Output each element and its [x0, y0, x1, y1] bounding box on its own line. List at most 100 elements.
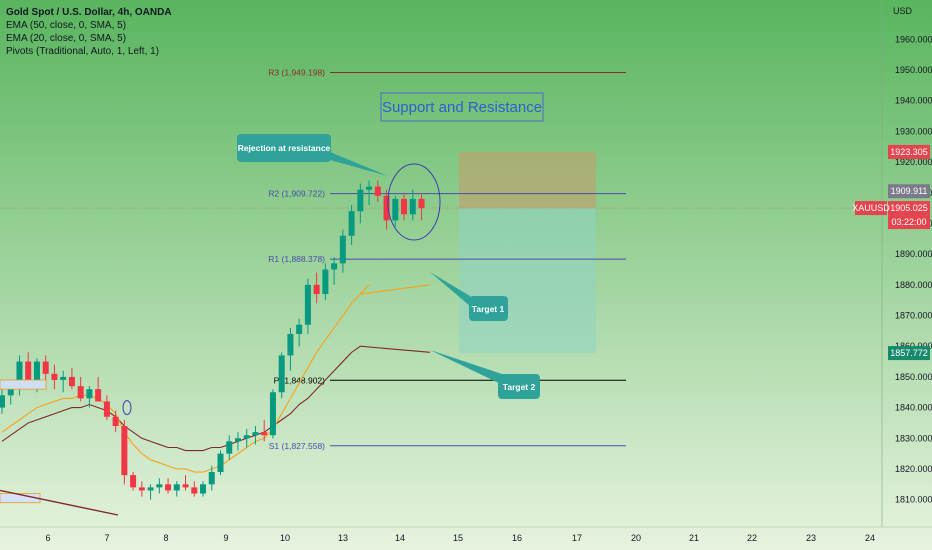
y-tick-label: 1920.000 [895, 157, 932, 167]
candle-body [339, 235, 346, 264]
pivot-label: R2 (1,909.722) [268, 189, 325, 199]
x-tick-label: 7 [104, 533, 109, 543]
x-tick-label: 8 [163, 533, 168, 543]
candle-body [191, 487, 198, 494]
target1-callout [469, 296, 508, 321]
candle-body [77, 386, 84, 399]
pivot-label: P (1,848.902) [274, 375, 326, 385]
candle-body [112, 416, 119, 427]
candle-body [418, 198, 425, 209]
countdown-tag-text: 03:22:00 [891, 217, 926, 227]
candle-body [156, 484, 163, 488]
title-box [380, 92, 544, 122]
x-tick-label: 22 [747, 533, 757, 543]
symbol-title[interactable]: Gold Spot / U.S. Dollar, 4h, OANDA [6, 7, 172, 18]
y-tick-label: 1940.000 [895, 96, 932, 106]
y-tick-label: 1890.000 [895, 249, 932, 259]
candle-body [252, 432, 259, 436]
candle-body [68, 376, 75, 387]
candle-body [392, 198, 399, 221]
candle-body [357, 189, 364, 212]
chart-legend: Gold Spot / U.S. Dollar, 4h, OANDA EMA (… [6, 6, 172, 58]
y-tick-label: 1870.000 [895, 311, 932, 321]
candle-body [331, 263, 338, 270]
profit-zone [459, 208, 596, 354]
candle-body [348, 211, 355, 236]
candle-body [130, 475, 137, 488]
x-tick-label: 13 [338, 533, 348, 543]
candle-body [173, 484, 180, 491]
x-tick-label: 20 [631, 533, 641, 543]
tp-price-tag [888, 144, 930, 159]
candle-body [16, 361, 23, 390]
x-tick-label: 17 [572, 533, 582, 543]
sl-price-tag [888, 346, 930, 361]
target2-callout [498, 374, 540, 399]
last-price-tag-text: 1905.025 [890, 203, 928, 213]
projection-line-ema50 [360, 345, 431, 353]
candle-body [409, 198, 416, 215]
rejection-callout [237, 134, 331, 162]
candle-body [313, 284, 320, 295]
y-tick-label: 1840.000 [895, 403, 932, 413]
tp-price-tag-text: 1923.305 [890, 147, 928, 157]
candle-body [95, 389, 102, 402]
candle-body [261, 432, 268, 436]
y-tick-label: 1850.000 [895, 372, 932, 382]
sl-price-tag-text: 1857.772 [890, 348, 928, 358]
x-tick-label: 21 [689, 533, 699, 543]
candle-body [287, 333, 294, 356]
candle-body [51, 373, 58, 380]
target1-callout-pointer [430, 272, 470, 306]
pivot-label: R1 (1,888.378) [268, 254, 325, 264]
r2-price-tag [888, 184, 930, 199]
candle-body [42, 361, 49, 374]
candle-body [7, 389, 14, 396]
r2-price-tag-text: 1909.911 [891, 186, 928, 196]
x-tick-label: 14 [395, 533, 405, 543]
ema20-legend[interactable]: EMA (20, close, 0, SMA, 5) [6, 33, 127, 44]
x-tick-label: 24 [865, 533, 875, 543]
candle-body [234, 438, 241, 442]
x-tick-label: 10 [280, 533, 290, 543]
candle-body [304, 284, 311, 325]
candle-body [25, 361, 32, 380]
ema50-legend[interactable]: EMA (50, close, 0, SMA, 5) [6, 20, 127, 31]
pivots-legend[interactable]: Pivots (Traditional, Auto, 1, Left, 1) [6, 46, 160, 57]
currency-label: USD [893, 6, 913, 16]
candle-body [182, 484, 189, 488]
symbol-tag [855, 201, 887, 216]
candle-body [226, 441, 233, 454]
candle-body [243, 435, 250, 439]
candle-body [322, 269, 329, 295]
candle-body [217, 453, 224, 473]
last-price-tag [888, 201, 930, 216]
symbol-tag-text: XAUUSD [852, 203, 890, 213]
candle-body [103, 401, 110, 417]
candle-body [208, 472, 215, 485]
candle-body [383, 195, 390, 221]
candle-body [86, 389, 93, 399]
target2-callout-text: Target 2 [503, 382, 536, 392]
candle-body [60, 376, 67, 380]
candle-body [165, 484, 172, 491]
countdown-tag [888, 215, 930, 230]
y-tick-label: 1820.000 [895, 464, 932, 474]
chart-title: Support and Resistance [382, 99, 542, 116]
rejection-callout-text: Rejection at resistance [238, 143, 331, 153]
y-tick-label: 1830.000 [895, 433, 932, 443]
trend-line [0, 489, 119, 516]
pivot-label: S1 (1,827.558) [269, 441, 325, 451]
candle-body [366, 186, 373, 190]
candle-body [121, 426, 128, 476]
rejection-circle [387, 163, 441, 241]
y-tick-label: 1880.000 [895, 280, 932, 290]
y-tick-label: 1960.000 [895, 34, 932, 44]
projection-line-ema20 [360, 284, 431, 295]
y-tick-label: 1810.000 [895, 495, 932, 505]
ema20-line [1, 284, 370, 473]
x-tick-label: 6 [45, 533, 50, 543]
highlight-marker [122, 400, 132, 416]
